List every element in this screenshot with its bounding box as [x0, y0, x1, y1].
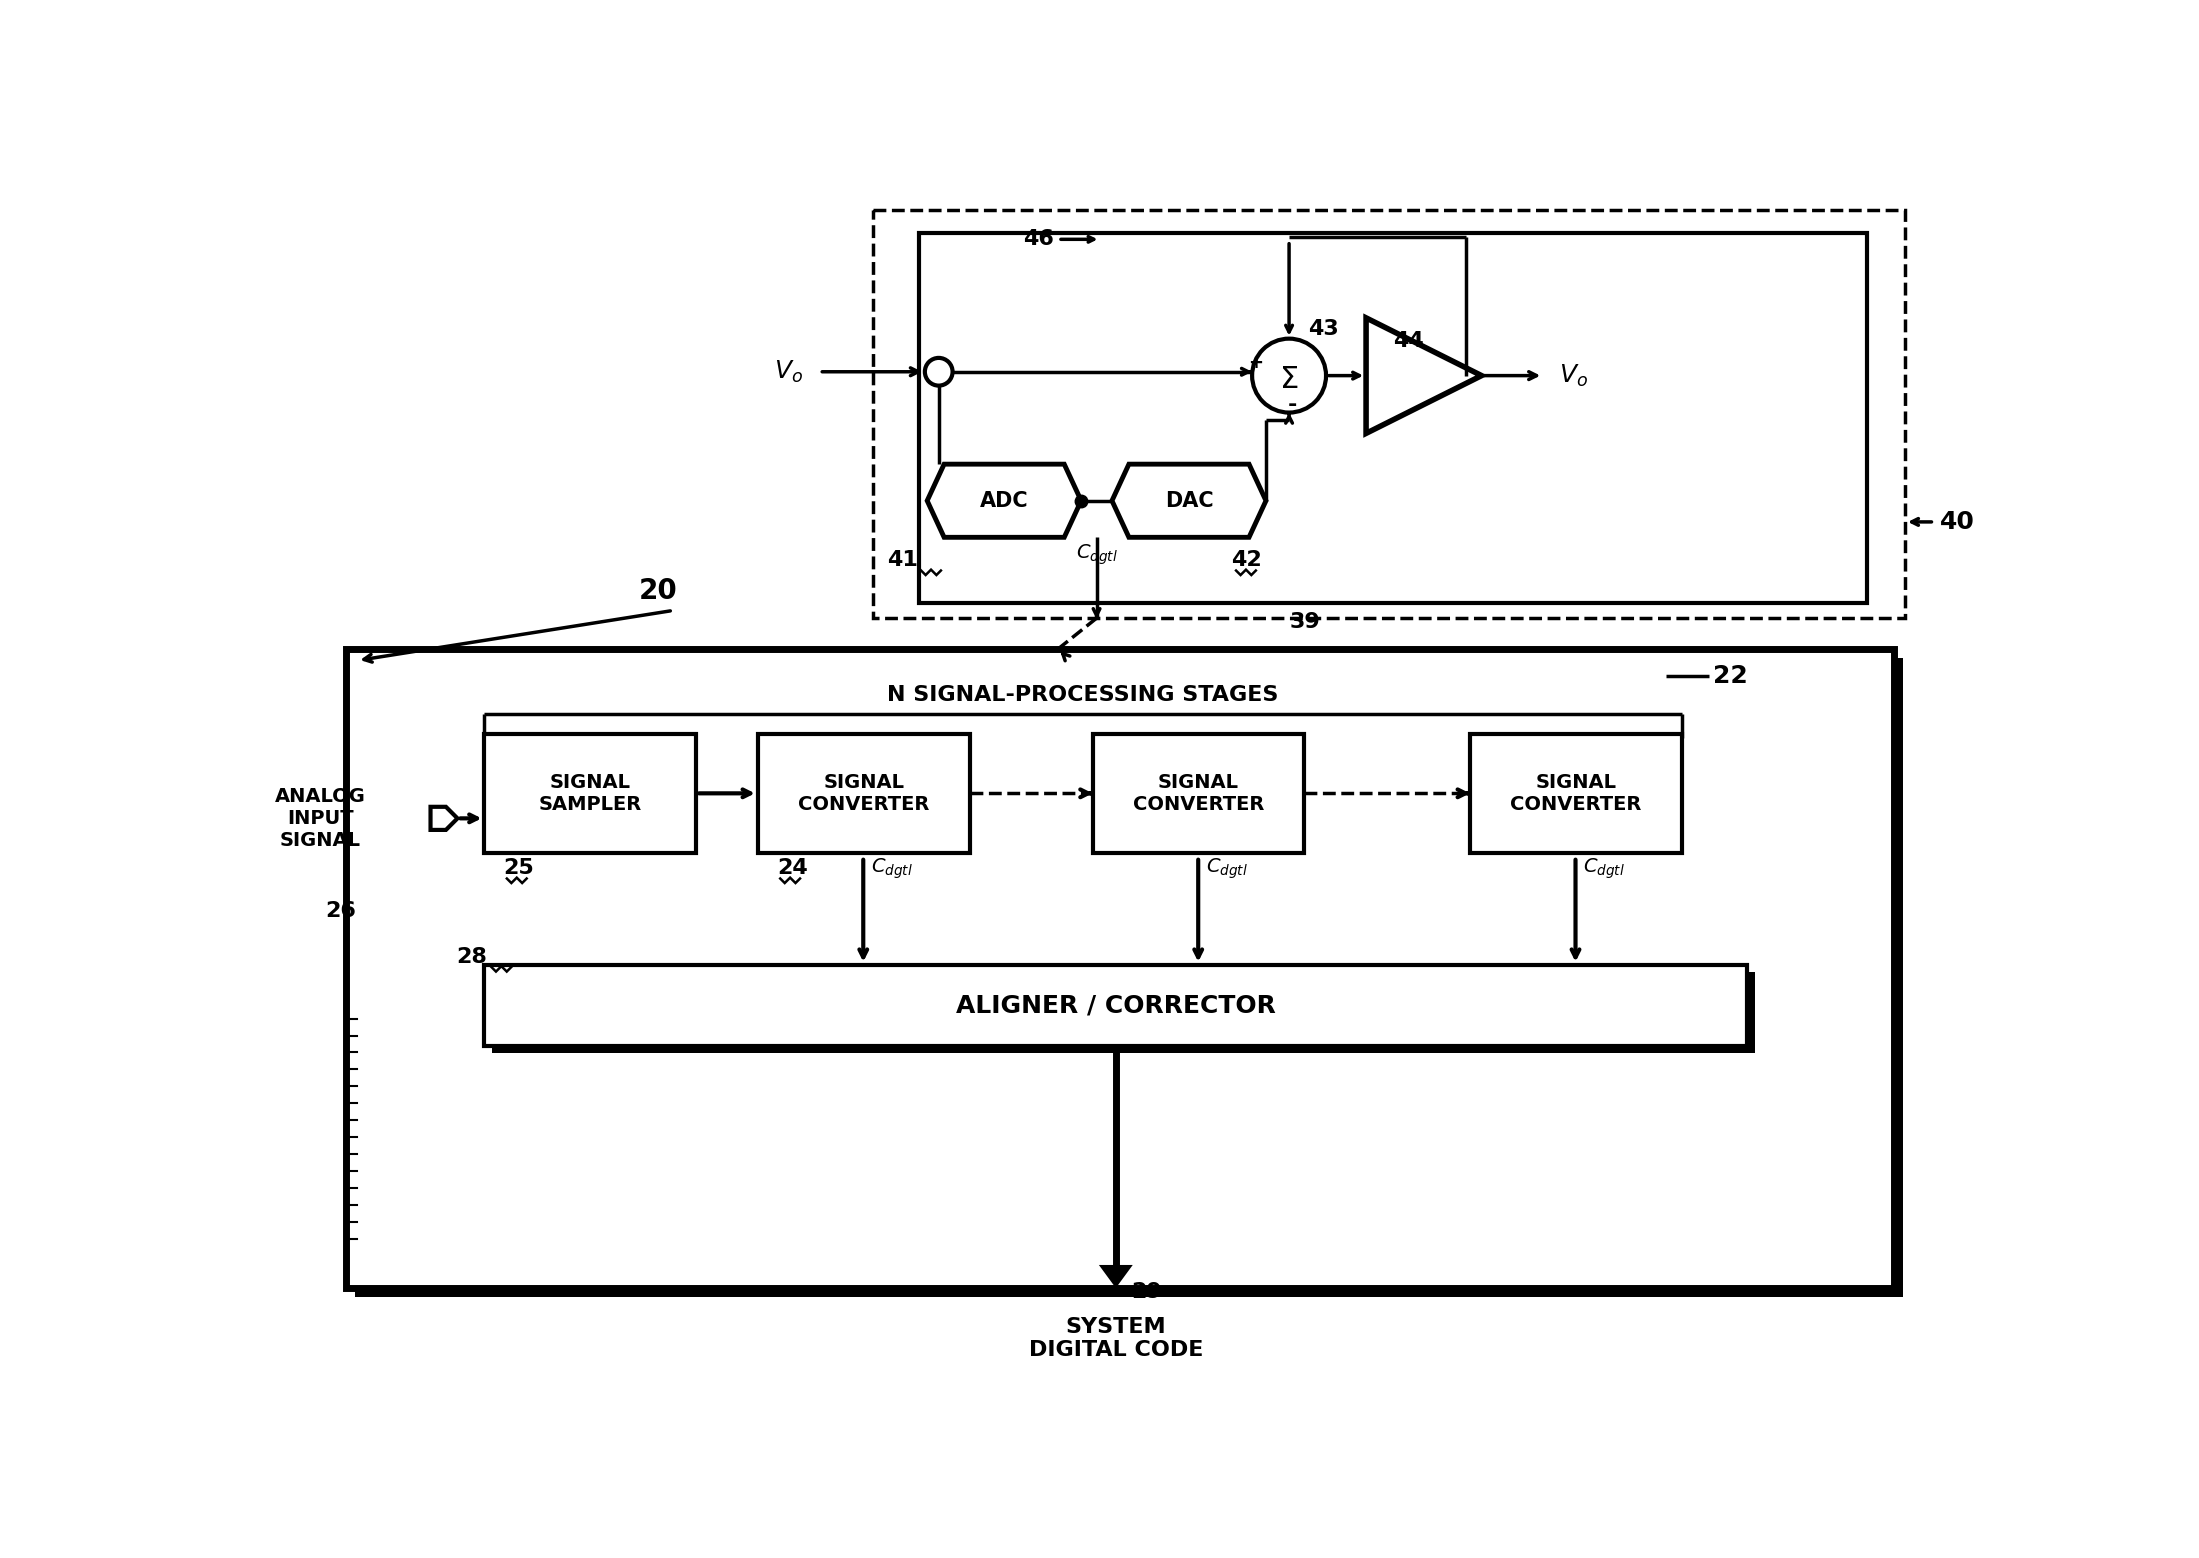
Text: 28: 28 [455, 947, 486, 968]
Circle shape [926, 358, 952, 386]
Bar [354, 657, 1902, 1298]
Polygon shape [431, 807, 457, 830]
Text: +: + [1249, 354, 1264, 372]
Text: $V_o$: $V_o$ [1559, 363, 1588, 388]
Text: 42: 42 [1231, 550, 1262, 570]
Text: $\Sigma$: $\Sigma$ [1280, 365, 1300, 394]
Text: 22: 22 [1713, 664, 1748, 689]
Polygon shape [1100, 1265, 1132, 1288]
Text: SIGNAL
CONVERTER: SIGNAL CONVERTER [798, 773, 930, 813]
Text: ANALOG
INPUT
SIGNAL: ANALOG INPUT SIGNAL [275, 787, 365, 849]
Text: 24: 24 [776, 858, 807, 879]
Bar [1093, 734, 1304, 854]
Text: ADC: ADC [981, 491, 1029, 511]
Text: 29: 29 [1130, 1282, 1161, 1302]
Text: $C_{dgtl}$: $C_{dgtl}$ [1583, 857, 1625, 880]
Bar [345, 650, 1893, 1288]
Text: 40: 40 [1940, 509, 1975, 534]
Text: 46: 46 [1023, 229, 1053, 249]
Text: 39: 39 [1289, 612, 1319, 633]
Text: $C_{dgtl}$: $C_{dgtl}$ [871, 857, 913, 880]
Bar [484, 734, 697, 854]
Text: SIGNAL
CONVERTER: SIGNAL CONVERTER [1132, 773, 1264, 813]
Polygon shape [928, 464, 1082, 538]
Bar [493, 972, 1755, 1053]
Polygon shape [1113, 464, 1267, 538]
Text: SIGNAL
CONVERTER: SIGNAL CONVERTER [1511, 773, 1643, 813]
Text: $C_{dgtl}$: $C_{dgtl}$ [1205, 857, 1247, 880]
Text: 25: 25 [504, 858, 534, 879]
Circle shape [1251, 338, 1326, 413]
Bar [919, 234, 1867, 603]
Text: 43: 43 [1308, 319, 1339, 340]
Polygon shape [1366, 318, 1482, 433]
Text: SIGNAL
SAMPLER: SIGNAL SAMPLER [539, 773, 642, 813]
Text: 20: 20 [638, 576, 677, 605]
Bar [873, 210, 1904, 619]
Text: 44: 44 [1392, 330, 1423, 351]
Text: DAC: DAC [1165, 491, 1214, 511]
Text: ALIGNER / CORRECTOR: ALIGNER / CORRECTOR [957, 992, 1275, 1017]
Text: SYSTEM
DIGITAL CODE: SYSTEM DIGITAL CODE [1029, 1317, 1203, 1360]
Text: 26: 26 [325, 901, 356, 921]
Text: $V_o$: $V_o$ [774, 358, 803, 385]
Text: $C_{dgtl}$: $C_{dgtl}$ [1075, 542, 1117, 567]
Text: -: - [1289, 394, 1297, 414]
Text: 41: 41 [886, 550, 917, 570]
Bar [1469, 734, 1682, 854]
Text: N SIGNAL-PROCESSING STAGES: N SIGNAL-PROCESSING STAGES [888, 686, 1280, 706]
Bar [484, 964, 1748, 1045]
Bar [759, 734, 970, 854]
